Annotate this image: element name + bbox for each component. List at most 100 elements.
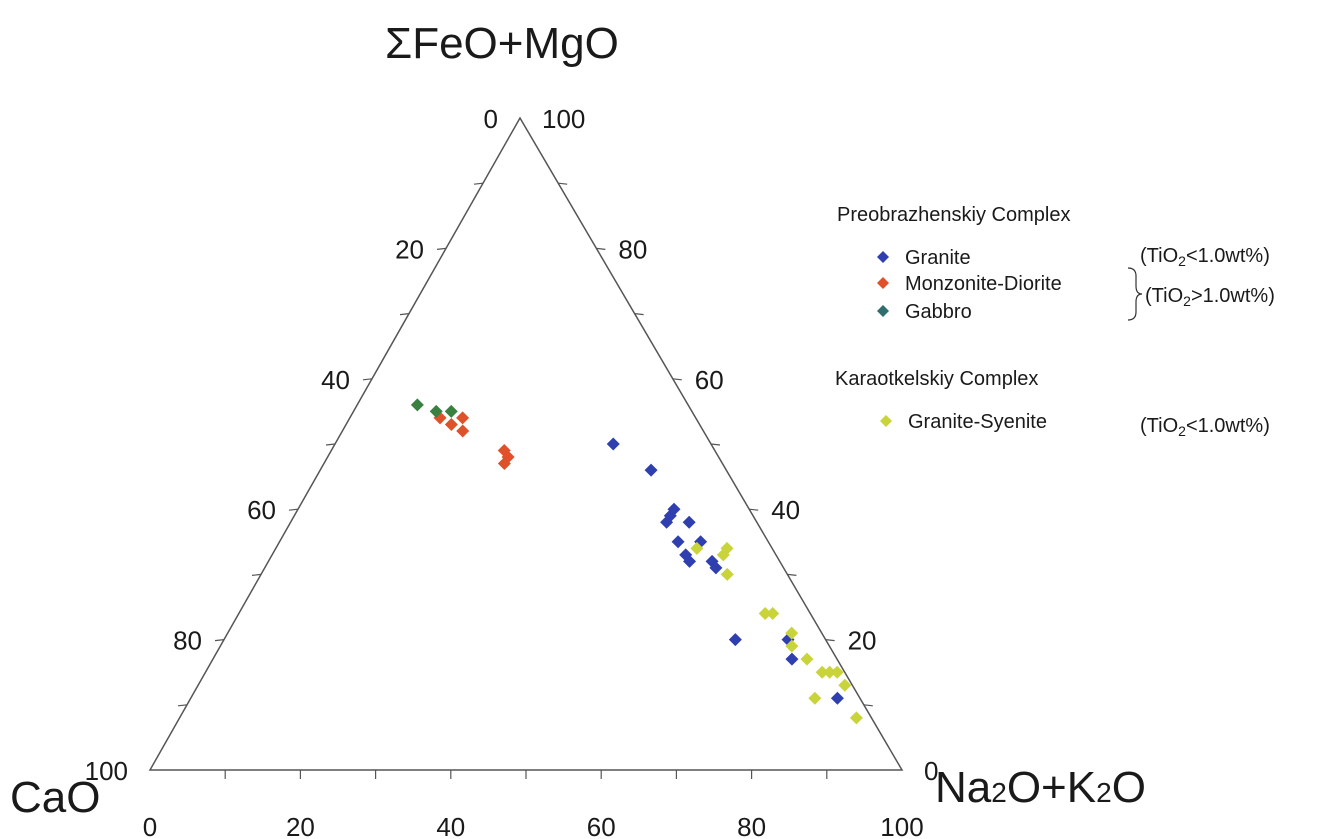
- apex-label-ok-part: O+K: [1007, 763, 1096, 812]
- legend-note-high-ti-pre: (TiO: [1145, 285, 1183, 307]
- data-point-granite: [785, 652, 799, 666]
- data-point-granite-syenite: [758, 607, 772, 621]
- legend-marker-gabbro: [877, 305, 889, 317]
- legend-note-low-ti-2-pre: (TiO: [1140, 415, 1178, 437]
- base-tick-label: 80: [737, 812, 766, 839]
- right-side-tick: [787, 573, 797, 576]
- right-side-tick-label: 0: [924, 756, 938, 786]
- legend-marker-monzonite-diorite: [877, 277, 889, 289]
- data-point-monzonite-diorite: [456, 424, 470, 438]
- base-tick-label: 20: [286, 812, 315, 839]
- apex-label-na-part: Na: [935, 763, 992, 812]
- legend-note-low-ti-2-sub: 2: [1178, 423, 1186, 439]
- data-point-monzonite-diorite: [497, 457, 511, 471]
- right-side-tick: [596, 247, 606, 250]
- data-point-monzonite-diorite: [456, 411, 470, 425]
- legend-marker-granite: [877, 251, 889, 263]
- legend-note-low-ti-1: (TiO2<1.0wt%): [1140, 245, 1270, 269]
- data-point-granite-syenite: [849, 711, 863, 725]
- left-side-tick: [288, 508, 299, 511]
- base-tick-label: 40: [436, 812, 465, 839]
- data-point-gabbro: [444, 404, 458, 418]
- right-side-tick-label: 40: [771, 495, 800, 525]
- data-point-granite: [660, 515, 674, 529]
- right-side-tick: [863, 704, 873, 707]
- left-side-tick-label: 0: [484, 104, 498, 134]
- left-side-tick-label: 100: [85, 756, 128, 786]
- right-side-tick: [634, 313, 644, 316]
- left-side-tick-label: 20: [395, 234, 424, 264]
- data-point-granite: [644, 463, 658, 477]
- apex-label-feo-mgo: ΣFeO+MgO: [385, 19, 619, 68]
- apex-label-k-sub: 2: [1096, 777, 1112, 808]
- data-point-monzonite-diorite: [444, 417, 458, 431]
- data-point-granite: [606, 437, 620, 451]
- right-side-tick: [710, 443, 721, 446]
- right-side-tick-label: 100: [542, 104, 585, 134]
- legend-label-granite: Granite: [905, 247, 971, 269]
- data-point-granite-syenite: [823, 665, 837, 679]
- apex-label-na2o-k2o: Na2O+K2O: [935, 763, 1146, 812]
- data-point-granite-syenite: [808, 691, 822, 705]
- tick-group: [177, 182, 873, 779]
- legend: Preobrazhenskiy Complex Granite Monzonit…: [835, 204, 1275, 439]
- legend-note-high-ti: (TiO2>1.0wt%): [1145, 285, 1275, 309]
- legend-note-low-ti-2: (TiO2<1.0wt%): [1140, 415, 1270, 439]
- base-tick-label: 60: [587, 812, 616, 839]
- data-point-granite-syenite: [838, 678, 852, 692]
- apex-label-feo-mgo-main: FeO+MgO: [412, 19, 619, 68]
- legend-marker-granite-syenite: [880, 415, 892, 427]
- right-side-tick-label: 60: [695, 365, 724, 395]
- left-side-tick-label: 60: [247, 495, 276, 525]
- data-point-granite-syenite: [720, 541, 734, 555]
- legend-title-preobrazhenskiy: Preobrazhenskiy Complex: [837, 204, 1070, 226]
- left-side-tick: [325, 443, 336, 446]
- apex-label-o-part: O: [1112, 763, 1146, 812]
- legend-note-low-ti-1-pre: (TiO: [1140, 245, 1178, 267]
- right-side-tick: [749, 508, 759, 511]
- right-side-tick-label: 80: [618, 234, 647, 264]
- data-point-granite-syenite: [800, 652, 814, 666]
- legend-note-high-ti-sub: 2: [1183, 293, 1191, 309]
- base-tick-label: 100: [880, 812, 923, 839]
- data-point-granite: [683, 554, 697, 568]
- left-side-tick: [473, 182, 484, 185]
- left-side-tick-label: 80: [173, 626, 202, 656]
- data-point-granite-syenite: [815, 665, 829, 679]
- data-point-granite: [682, 515, 696, 529]
- apex-label-feo-mgo-prefix: Σ: [385, 19, 412, 68]
- apex-label-na-sub: 2: [991, 777, 1007, 808]
- left-side-tick: [436, 247, 447, 250]
- data-point-granite-syenite: [785, 626, 799, 640]
- ternary-frame: [148, 116, 904, 771]
- data-point-granite-syenite: [766, 607, 780, 621]
- right-side-tick: [672, 378, 682, 381]
- legend-note-low-ti-1-sub: 2: [1178, 253, 1186, 269]
- apex-label-cao: CaO: [10, 773, 100, 822]
- data-points: [410, 398, 863, 725]
- right-side-tick: [558, 182, 568, 185]
- legend-note-high-ti-post: >1.0wt%): [1191, 285, 1275, 307]
- left-side-tick: [177, 704, 188, 707]
- left-side-tick-label: 40: [321, 365, 350, 395]
- legend-note-low-ti-1-post: <1.0wt%): [1186, 245, 1270, 267]
- legend-label-granite-syenite: Granite-Syenite: [908, 411, 1047, 433]
- legend-note-low-ti-2-post: <1.0wt%): [1186, 415, 1270, 437]
- data-point-granite: [709, 561, 723, 575]
- data-point-granite-syenite: [830, 665, 844, 679]
- left-side-tick: [362, 378, 373, 381]
- legend-brace: [1127, 267, 1143, 321]
- data-point-granite: [671, 535, 685, 549]
- data-point-gabbro: [429, 404, 443, 418]
- data-point-granite-syenite: [690, 541, 704, 555]
- right-side-tick-label: 20: [848, 626, 877, 656]
- base-tick-label: 0: [143, 812, 157, 839]
- left-side-tick: [251, 573, 262, 576]
- left-side-tick: [399, 313, 410, 316]
- legend-title-karaotkelskiy: Karaotkelskiy Complex: [835, 368, 1038, 390]
- left-side-tick: [214, 639, 225, 642]
- right-side-tick: [825, 639, 835, 642]
- data-point-granite: [830, 691, 844, 705]
